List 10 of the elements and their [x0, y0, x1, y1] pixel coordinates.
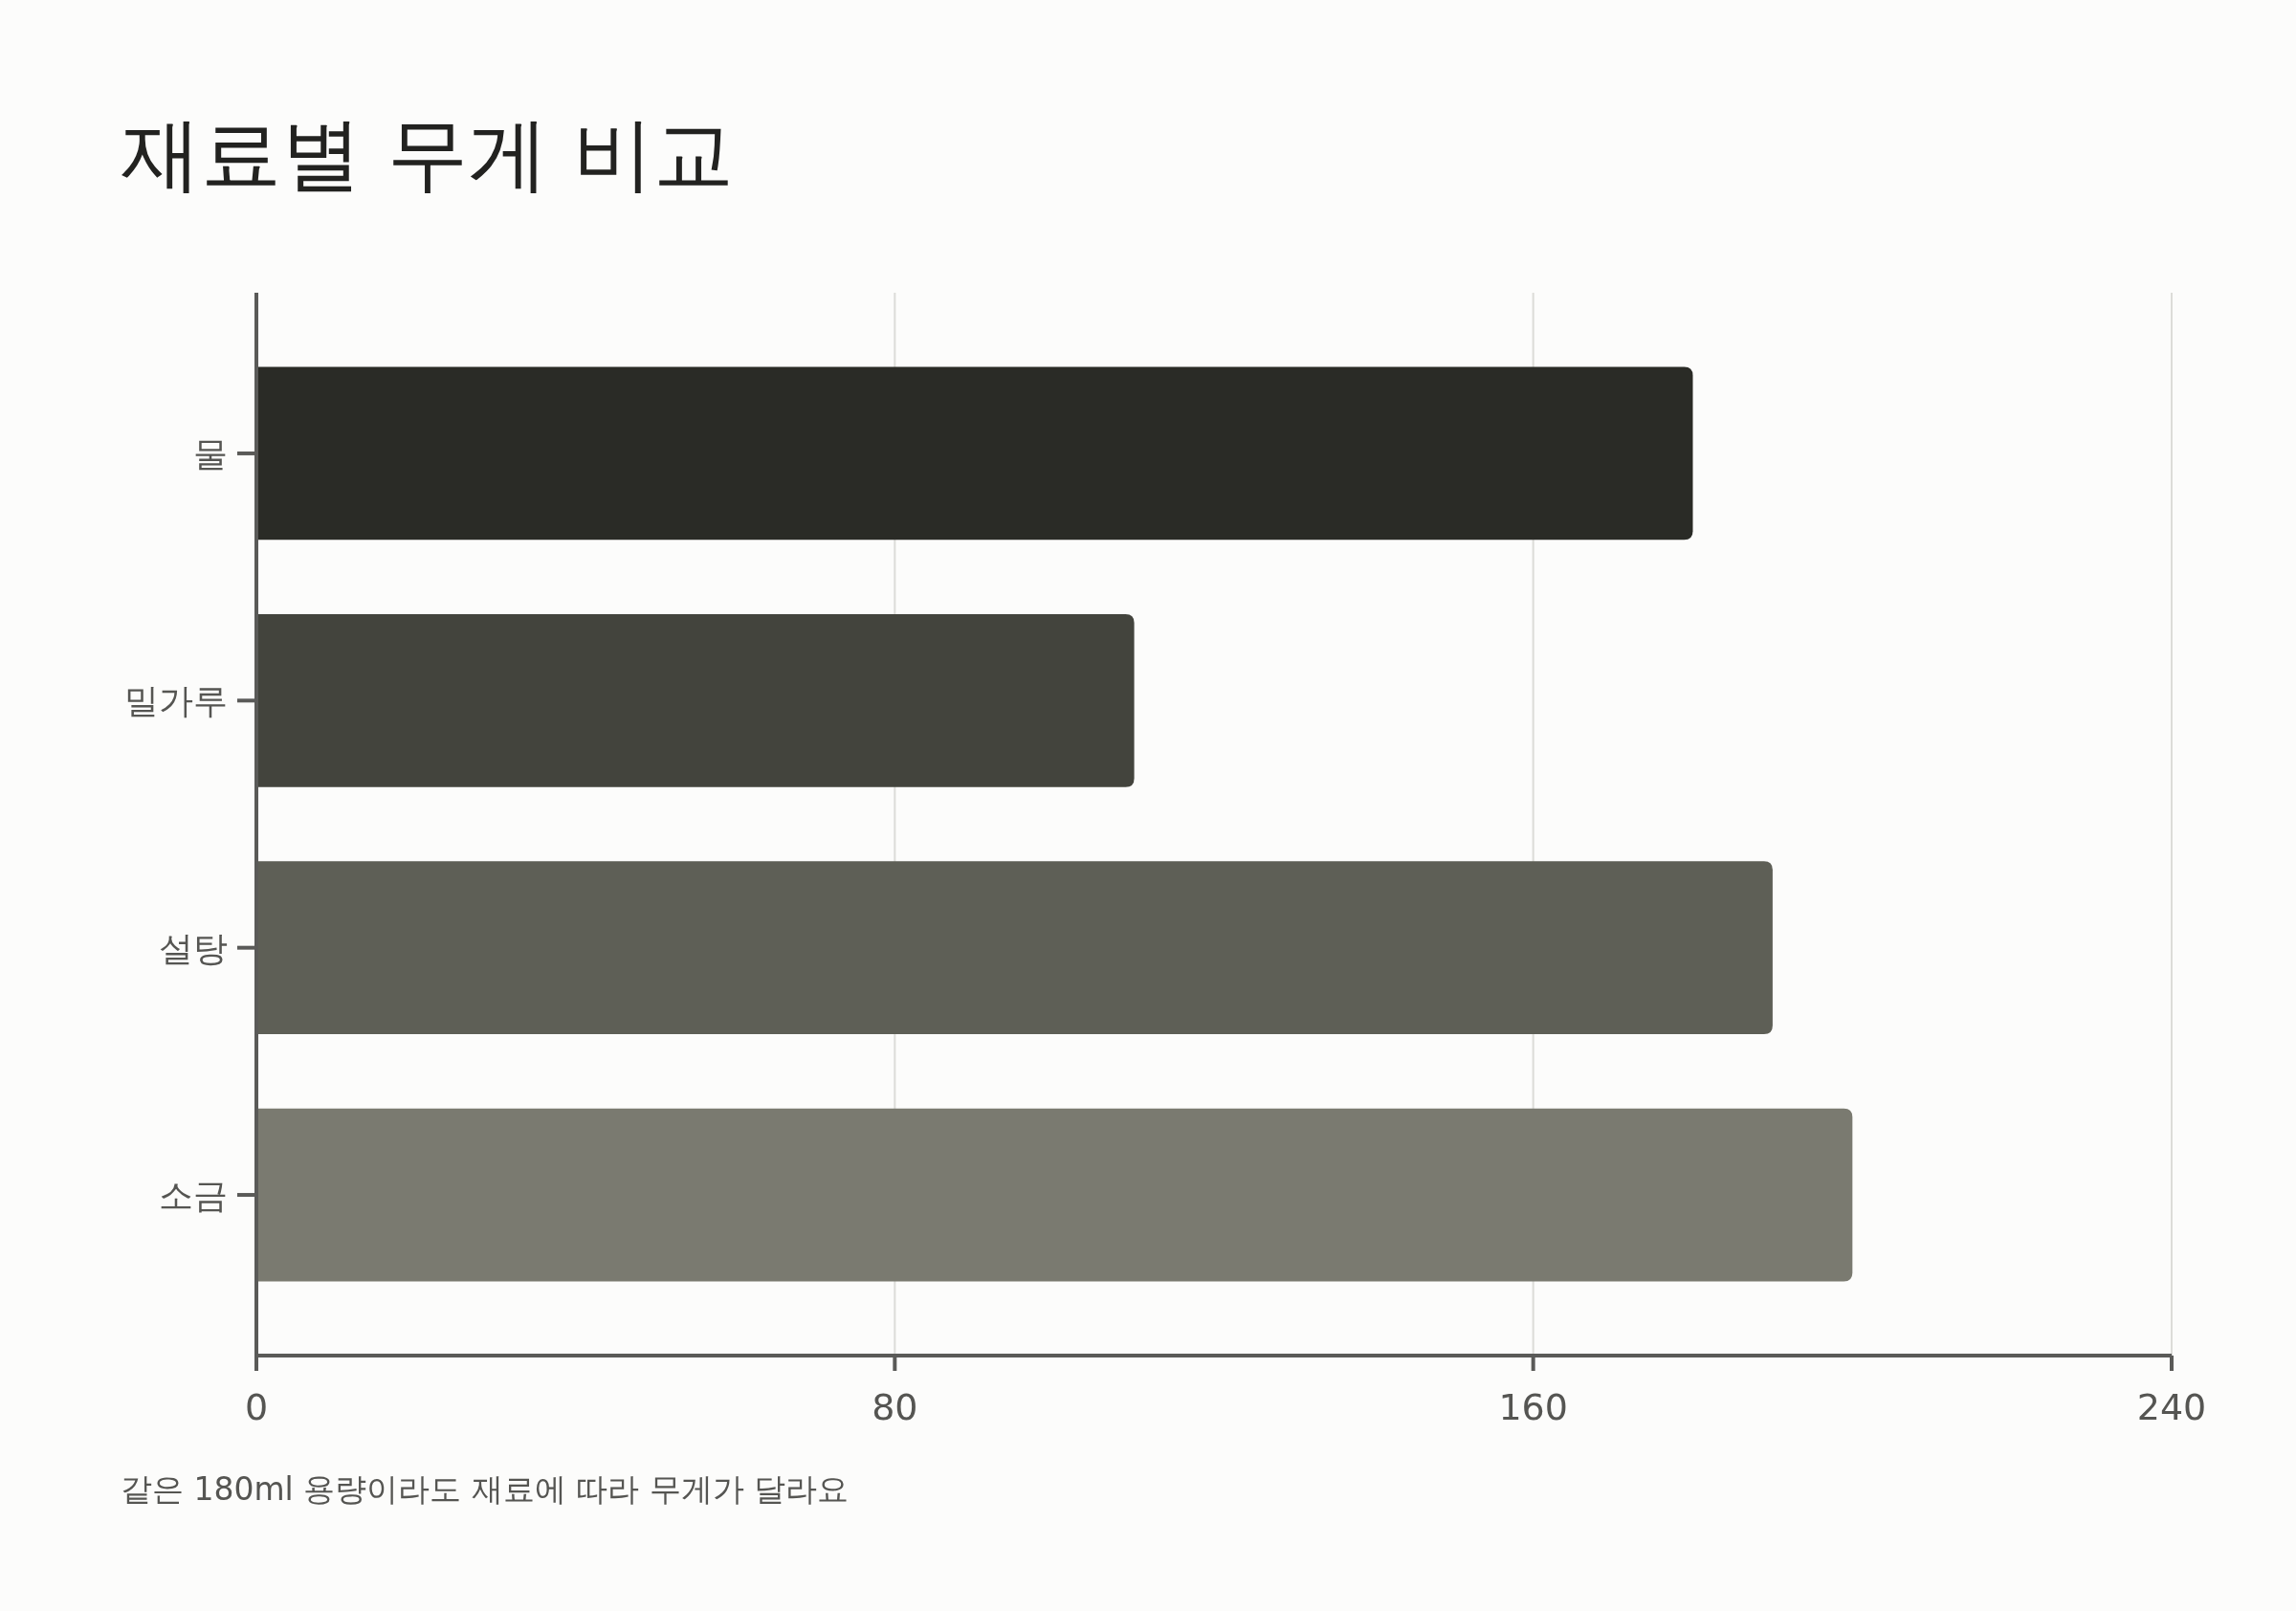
- x-tick-label: 240: [2136, 1386, 2207, 1428]
- y-tick-label: 소금: [159, 1176, 228, 1216]
- y-tick-label: 설탕: [159, 928, 228, 968]
- text: 같은 180ml 용량이라도 재료에 따라 무게가 달라요: [121, 1470, 850, 1508]
- x-tick-label: 0: [244, 1386, 269, 1428]
- x-tick-label: 80: [872, 1386, 918, 1428]
- chart-title: 재료별 무게 비교: [121, 107, 735, 201]
- y-tick-label: 밀가루: [124, 681, 228, 721]
- y-tick-label: 물: [193, 433, 228, 474]
- x-tick-label: 160: [1498, 1386, 1568, 1428]
